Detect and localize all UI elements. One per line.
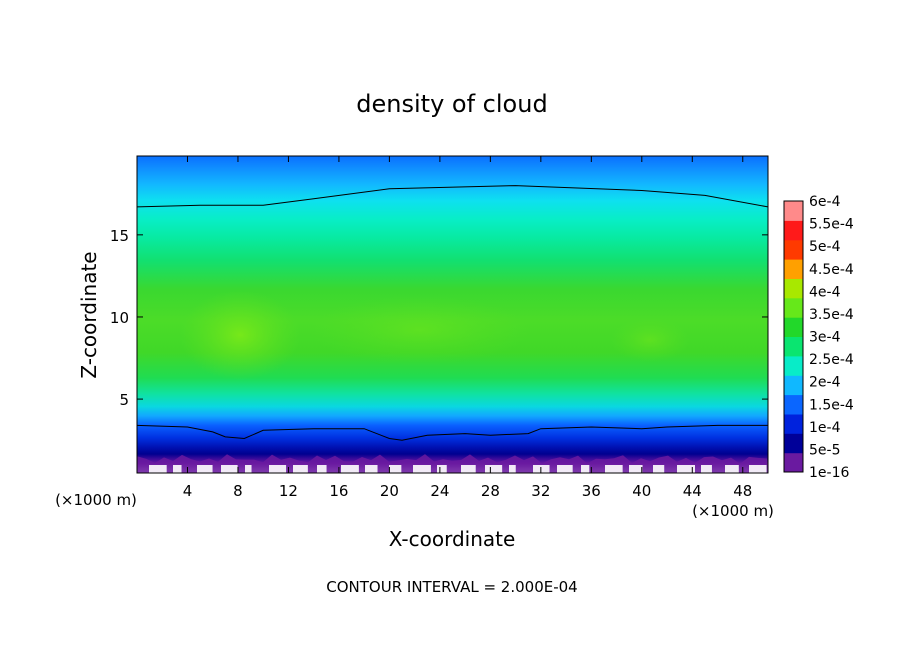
fringe-gap [557, 465, 573, 473]
plot-frame [136, 155, 769, 474]
colorbar-swatch [784, 433, 803, 454]
colorbar-swatch [784, 336, 803, 357]
plot-area [137, 156, 768, 473]
fringe-gap [437, 465, 447, 473]
density-high-region [610, 318, 690, 362]
fringe-gap [605, 465, 623, 473]
fringe-gap [197, 465, 213, 473]
y-tick-label: 5 [119, 391, 129, 409]
colorbar-label: 6e-4 [809, 194, 841, 210]
x-axis-label: X-coordinate [389, 527, 516, 551]
fringe-gap [653, 465, 665, 473]
contour-line [137, 185, 768, 208]
x-axis-unit: (×1000 m) [692, 502, 774, 520]
x-tick-label: 48 [733, 482, 752, 500]
fringe-gap [173, 465, 182, 473]
colorbar-label: 3.5e-4 [809, 307, 854, 323]
colorbar-label: 2.5e-4 [809, 352, 854, 368]
x-tick-label: 28 [481, 482, 500, 500]
fringe-gap [701, 465, 712, 473]
colorbar: 1e-16 5e-5 1e-4 1.5e-4 2e-4 2.5e-4 3e-4 3.5e-4 4… [783, 194, 854, 481]
colorbar-swatch [784, 239, 803, 260]
colorbar-frame [783, 200, 804, 473]
colorbar-label: 3e-4 [809, 330, 841, 346]
x-tick-label: 32 [531, 482, 550, 500]
colorbar-label: 5e-4 [809, 239, 841, 255]
colorbar-label: 4e-4 [809, 284, 841, 300]
colorbar-swatch [784, 201, 803, 221]
x-tick-label: 16 [329, 482, 348, 500]
x-tick-label: 8 [233, 482, 243, 500]
colorbar-swatch [784, 317, 803, 337]
x-tick-label: 12 [279, 482, 298, 500]
colorbar-swatch [784, 375, 803, 396]
fringe-gap [341, 465, 359, 473]
contour-interval-note: CONTOUR INTERVAL = 2.000E-04 [326, 578, 577, 596]
fringe-gap [629, 465, 643, 473]
x-axis-ticks: 4 8 12 16 20 24 28 32 36 40 44 48 [183, 156, 752, 500]
fringe-gap [413, 465, 431, 473]
fringe-gap [149, 465, 167, 473]
colorbar-swatch [784, 413, 803, 434]
y-tick-label: 15 [110, 227, 129, 245]
colorbar-swatch [784, 355, 803, 376]
x-tick-label: 4 [183, 482, 193, 500]
colorbar-swatch [784, 452, 803, 473]
colorbar-label: 5e-5 [809, 442, 840, 458]
fringe-gap [293, 465, 308, 473]
fringe-gap [461, 465, 476, 473]
fringe-gap [389, 465, 402, 473]
colorbar-label: 5.5e-4 [809, 217, 854, 233]
x-tick-label: 36 [582, 482, 601, 500]
colorbar-swatch [784, 297, 803, 318]
fringe-gap [221, 465, 238, 473]
fringe-gap [245, 465, 252, 473]
fringe-gap [677, 465, 695, 473]
density-high-region [310, 295, 530, 365]
x-tick-label: 24 [430, 482, 449, 500]
colorbar-swatch [784, 394, 803, 415]
colorbar-label: 1e-4 [809, 420, 841, 436]
fringe-gap [269, 465, 287, 473]
colorbar-swatch [784, 259, 803, 279]
fringe-gap [749, 465, 767, 473]
colorbar-swatch [784, 278, 803, 299]
fringe-gap [485, 465, 503, 473]
fringe-gap [581, 465, 590, 473]
chart-title: density of cloud [356, 90, 547, 118]
contour-lines [137, 185, 768, 441]
colorbar-swatch [784, 220, 803, 241]
fringe-gap [365, 465, 378, 473]
fringe-gap [725, 465, 739, 473]
y-tick-label: 10 [110, 309, 129, 327]
contour-line [137, 424, 768, 441]
y-axis-label: Z-coordinate [77, 251, 101, 378]
colorbar-label: 1.5e-4 [809, 397, 854, 413]
low-density-fringe [137, 454, 768, 473]
y-axis-ticks: 5 10 15 [110, 227, 768, 409]
colorbar-label: 2e-4 [809, 375, 841, 391]
x-tick-label: 40 [632, 482, 651, 500]
fringe-gap [509, 465, 516, 473]
fringe-gap [317, 465, 327, 473]
colorbar-label: 4.5e-4 [809, 262, 854, 278]
y-axis-unit: (×1000 m) [55, 491, 137, 509]
x-tick-label: 20 [380, 482, 399, 500]
x-tick-label: 44 [683, 482, 702, 500]
density-max-region [180, 290, 300, 380]
colorbar-label: 1e-16 [809, 465, 849, 481]
